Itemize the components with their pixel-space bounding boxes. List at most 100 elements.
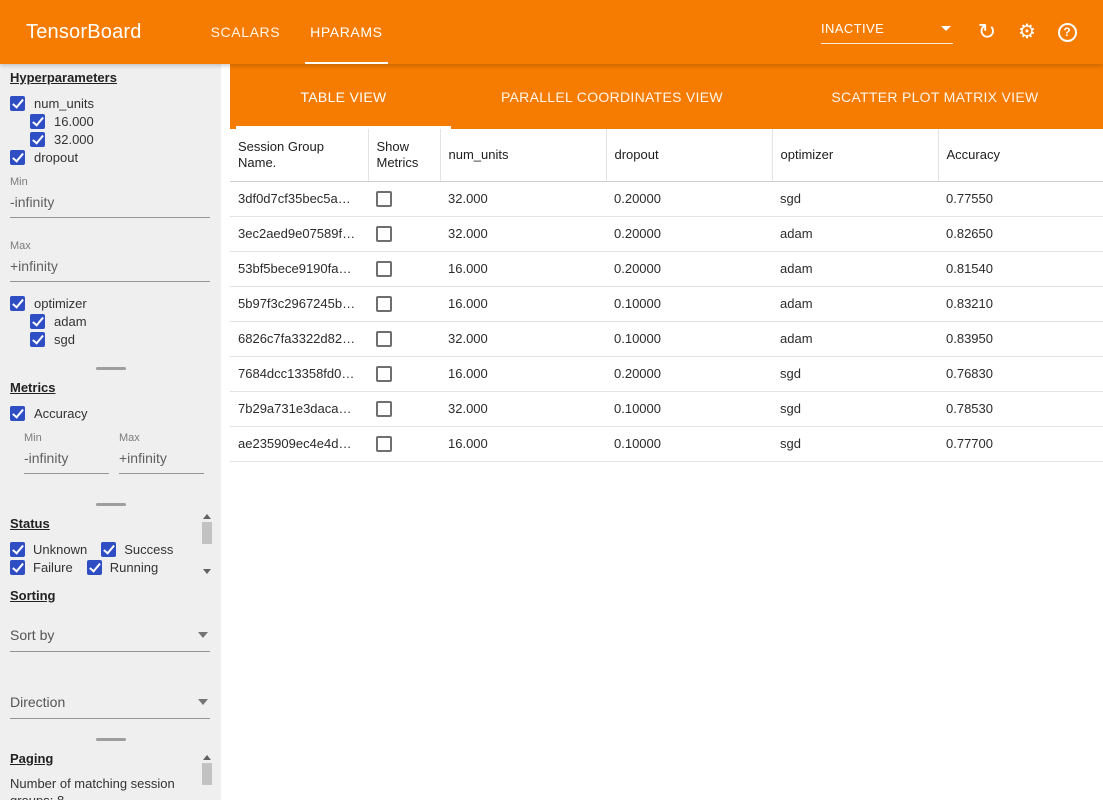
scroll-up-icon[interactable] <box>203 755 211 760</box>
sgd-checkbox[interactable] <box>30 332 45 347</box>
adam-checkbox[interactable] <box>30 314 45 329</box>
table-body: 3df0d7cf35bec5a… 32.000 0.20000 sgd 0.77… <box>230 181 1103 461</box>
dropout-min-field: Min <box>10 176 211 218</box>
sorting-heading: Sorting <box>10 588 211 603</box>
num-units-value: 16.000 <box>440 356 606 391</box>
num-units-value: 32.000 <box>440 321 606 356</box>
top-nav-tabs: SCALARS HPARAMS <box>196 0 398 64</box>
matching-groups-summary: Number of matching session groups: 8 <box>10 775 190 800</box>
show-metrics-checkbox[interactable] <box>376 401 392 417</box>
help-icon: ? <box>1058 23 1077 42</box>
optimizer-value: adam <box>772 321 938 356</box>
show-metrics-checkbox[interactable] <box>376 366 392 382</box>
topbar: TensorBoard SCALARS HPARAMS INACTIVE ↻ ⚙… <box>0 0 1103 64</box>
checkbox-label: sgd <box>54 332 75 347</box>
tab-scatter-plot-matrix-view[interactable]: SCATTER PLOT MATRIX VIEW <box>767 64 1103 129</box>
num-units-value: 16.000 <box>440 251 606 286</box>
col-accuracy[interactable]: Accuracy <box>938 129 1103 181</box>
accuracy-value: 0.82650 <box>938 216 1103 251</box>
status-unknown-checkbox[interactable] <box>10 542 25 557</box>
show-metrics-checkbox[interactable] <box>376 261 392 277</box>
checkbox-label: num_units <box>34 96 94 111</box>
section-resize-handle[interactable] <box>96 503 126 506</box>
num-units-checkbox[interactable] <box>10 96 25 111</box>
settings-button[interactable]: ⚙ <box>1015 20 1039 44</box>
accuracy-min-field: Min <box>24 432 109 474</box>
run-status-value: INACTIVE <box>821 21 884 36</box>
accuracy-checkbox[interactable] <box>10 406 25 421</box>
col-show-metrics[interactable]: Show Metrics <box>368 129 440 181</box>
dropout-value: 0.20000 <box>606 356 772 391</box>
refresh-button[interactable]: ↻ <box>975 20 999 44</box>
num-units-value: 16.000 <box>440 426 606 461</box>
dropout-value: 0.10000 <box>606 391 772 426</box>
scrollbar-thumb[interactable] <box>202 522 212 544</box>
checkbox-label: adam <box>54 314 87 329</box>
col-num-units[interactable]: num_units <box>440 129 606 181</box>
optimizer-value: sgd <box>772 391 938 426</box>
section-splitter <box>0 735 221 745</box>
status-section: Status Unknown Success Failure Running <box>0 510 221 582</box>
num-units-value: 32.000 <box>440 391 606 426</box>
sort-by-select[interactable]: Sort by <box>10 627 210 652</box>
col-optimizer[interactable]: optimizer <box>772 129 938 181</box>
run-status-select[interactable]: INACTIVE <box>821 21 953 44</box>
status-failure-checkbox[interactable] <box>10 560 25 575</box>
optimizer-sgd-row: sgd <box>10 330 211 348</box>
checkbox-label: dropout <box>34 150 78 165</box>
gear-icon: ⚙ <box>1018 22 1036 42</box>
checkbox-label: Failure <box>33 560 73 575</box>
sort-by-value: Sort by <box>10 627 54 643</box>
dropout-value: 0.10000 <box>606 426 772 461</box>
sorting-section: Sorting Sort by Direction <box>0 582 221 735</box>
accuracy-max-input[interactable] <box>119 444 204 474</box>
accuracy-min-input[interactable] <box>24 444 109 474</box>
accuracy-value: 0.78530 <box>938 391 1103 426</box>
show-metrics-checkbox[interactable] <box>376 331 392 347</box>
tab-scalars[interactable]: SCALARS <box>196 0 296 64</box>
chevron-down-icon <box>941 26 951 31</box>
status-failure-row: Failure <box>10 558 73 576</box>
dropout-checkbox[interactable] <box>10 150 25 165</box>
col-session-group-name[interactable]: Session Group Name. <box>230 129 368 181</box>
scroll-up-icon[interactable] <box>203 514 211 519</box>
direction-select[interactable]: Direction <box>10 694 210 719</box>
section-resize-handle[interactable] <box>96 367 126 370</box>
status-running-checkbox[interactable] <box>87 560 102 575</box>
hparam-value-32-row: 32.000 <box>10 130 211 148</box>
session-group-name: 3ec2aed9e07589f… <box>230 216 368 251</box>
scroll-down-icon[interactable] <box>203 569 211 574</box>
sidebar: Hyperparameters num_units 16.000 32.000 … <box>0 64 221 800</box>
section-splitter <box>0 500 221 510</box>
show-metrics-checkbox[interactable] <box>376 296 392 312</box>
help-button[interactable]: ? <box>1055 20 1079 44</box>
view-tabs: TABLE VIEW PARALLEL COORDINATES VIEW SCA… <box>230 64 1103 129</box>
scrollbar-thumb[interactable] <box>202 763 212 785</box>
table-row: ae235909ec4e4d… 16.000 0.10000 sgd 0.777… <box>230 426 1103 461</box>
tab-parallel-coordinates-view[interactable]: PARALLEL COORDINATES VIEW <box>457 64 767 129</box>
col-dropout[interactable]: dropout <box>606 129 772 181</box>
optimizer-value: sgd <box>772 426 938 461</box>
min-label: Min <box>10 176 211 188</box>
accuracy-value: 0.81540 <box>938 251 1103 286</box>
value-16-checkbox[interactable] <box>30 114 45 129</box>
show-metrics-checkbox[interactable] <box>376 436 392 452</box>
status-success-checkbox[interactable] <box>101 542 116 557</box>
show-metrics-checkbox[interactable] <box>376 226 392 242</box>
tab-table-view[interactable]: TABLE VIEW <box>230 64 457 129</box>
tab-hparams[interactable]: HPARAMS <box>295 0 397 64</box>
dropout-max-input[interactable] <box>10 252 210 282</box>
dropout-value: 0.10000 <box>606 286 772 321</box>
hparam-num-units-row: num_units <box>10 94 211 112</box>
optimizer-checkbox[interactable] <box>10 296 25 311</box>
show-metrics-checkbox[interactable] <box>376 191 392 207</box>
status-checkbox-grid: Unknown Success Failure Running <box>10 540 195 576</box>
table-row: 7684dcc13358fd0… 16.000 0.20000 sgd 0.76… <box>230 356 1103 391</box>
section-resize-handle[interactable] <box>96 738 126 741</box>
value-32-checkbox[interactable] <box>30 132 45 147</box>
dropout-min-input[interactable] <box>10 188 210 218</box>
num-units-value: 32.000 <box>440 216 606 251</box>
table-row: 7b29a731e3daca… 32.000 0.10000 sgd 0.785… <box>230 391 1103 426</box>
status-heading: Status <box>10 516 211 531</box>
status-running-row: Running <box>87 558 158 576</box>
